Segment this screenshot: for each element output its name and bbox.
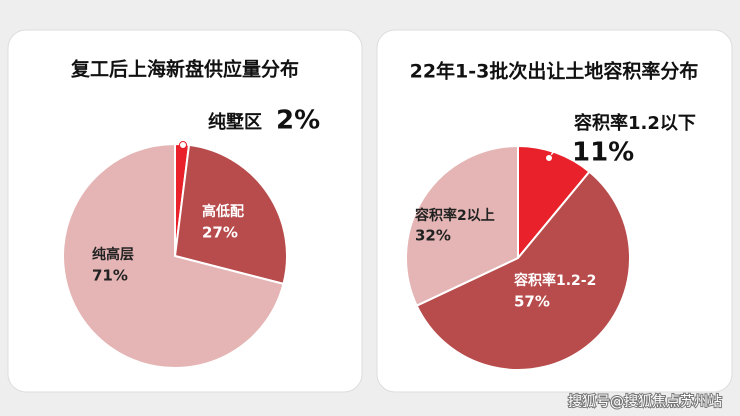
category-label: 纯墅区 xyxy=(208,111,262,133)
value-label: 11% xyxy=(572,138,634,168)
category-label: 纯高层 xyxy=(92,246,134,263)
value-label: 71% xyxy=(92,267,128,285)
leader-dot xyxy=(545,154,553,162)
leader-dot xyxy=(179,141,187,149)
pie-slice xyxy=(405,144,519,308)
chart-title: 22年1-3批次出让土地容积率分布 xyxy=(410,60,699,83)
pie-slice xyxy=(62,142,285,369)
category-label: 容积率2以上 xyxy=(414,207,495,224)
pie-slice xyxy=(173,143,288,286)
chart-title: 复工后上海新盘供应量分布 xyxy=(70,58,299,81)
pie-slice xyxy=(517,144,591,261)
category-label: 容积率1.2以下 xyxy=(574,112,696,134)
value-label: 57% xyxy=(514,293,550,311)
pie-slice xyxy=(415,170,631,371)
category-label: 容积率1.2-2 xyxy=(513,272,596,289)
value-label: 2% xyxy=(276,106,320,136)
watermark: 搜狐号@搜狐焦点苏州站 xyxy=(568,394,722,410)
value-label: 32% xyxy=(415,227,451,245)
leader-line xyxy=(548,133,567,159)
category-label: 高低配 xyxy=(202,203,244,220)
value-label: 27% xyxy=(202,224,238,242)
